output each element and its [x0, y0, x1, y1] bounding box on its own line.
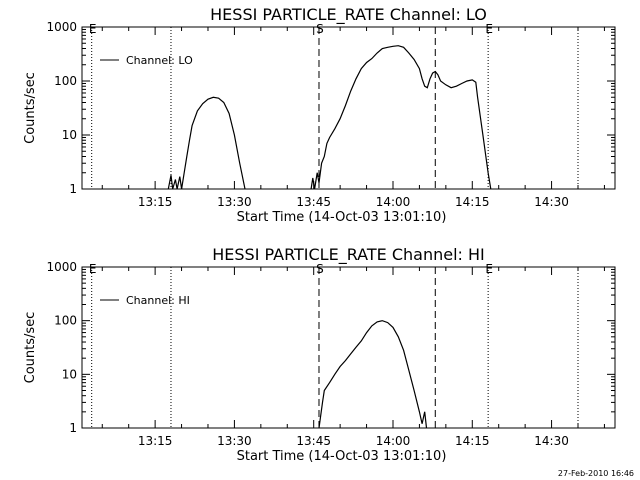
series-line-channel-lo: [167, 96, 246, 190]
y-tick-label: 1: [69, 182, 77, 196]
y-tick-label: 10: [62, 128, 77, 142]
marker-label: E: [485, 262, 493, 276]
x-tick-label: 14:00: [376, 195, 411, 209]
x-axis-label: Start Time (14-Oct-03 13:01:10): [237, 210, 447, 225]
x-tick-label: 14:15: [455, 434, 490, 448]
chart-1: HESSI PARTICLE_RATE Channel: LO 13:15 13:3…: [23, 5, 616, 225]
x-tick-label: 13:30: [217, 434, 252, 448]
plot-frame: [81, 266, 616, 429]
x-tick-label: 14:30: [534, 434, 569, 448]
marker-label: E: [89, 22, 97, 36]
x-axis-label: Start Time (14-Oct-03 13:01:10): [237, 449, 447, 464]
x-tick-label: 14:30: [534, 195, 569, 209]
y-tick-label: 100: [54, 314, 77, 328]
x-tick-label: 13:45: [296, 195, 331, 209]
x-tick-label: 13:15: [138, 434, 173, 448]
marker-label: E: [485, 22, 493, 36]
marker-label: S: [316, 22, 324, 36]
legend-entry: Channel: HI: [126, 294, 190, 307]
x-tick-label: 13:45: [296, 434, 331, 448]
y-tick-label: 1000: [46, 260, 77, 274]
x-tick-label: 14:15: [455, 195, 490, 209]
chart-2: HESSI PARTICLE_RATE Channel: HI 13:15 13:3…: [23, 245, 616, 464]
series-line-channel-hi: [318, 320, 428, 429]
marker-label: E: [89, 262, 97, 276]
chart-title: HESSI PARTICLE_RATE Channel: HI: [212, 245, 485, 265]
footer-timestamp: 27-Feb-2010 16:46: [557, 469, 634, 478]
y-axis-label: Counts/sec: [23, 72, 38, 144]
legend-entry: Channel: LO: [126, 54, 193, 67]
x-tick-label: 14:00: [376, 434, 411, 448]
x-tick-label: 13:15: [138, 195, 173, 209]
marker-label: S: [316, 262, 324, 276]
y-tick-label: 100: [54, 74, 77, 88]
chart-title: HESSI PARTICLE_RATE Channel: LO: [210, 5, 487, 25]
series-line-channel-lo: [310, 45, 492, 190]
plot-frame: [81, 26, 616, 190]
y-tick-label: 10: [62, 367, 77, 381]
y-tick-label: 1: [69, 421, 77, 435]
x-tick-label: 13:30: [217, 195, 252, 209]
y-axis-label: Counts/sec: [23, 312, 38, 384]
y-tick-label: 1000: [46, 20, 77, 34]
